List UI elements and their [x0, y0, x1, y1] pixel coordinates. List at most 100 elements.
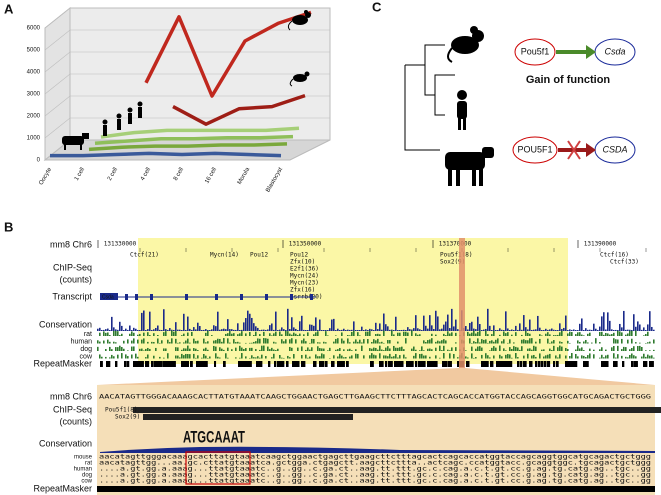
species-bar — [131, 340, 133, 344]
species-bar — [163, 332, 165, 336]
conservation-bar — [555, 330, 557, 331]
conservation-bar — [639, 324, 641, 331]
chip-track — [143, 414, 353, 420]
species-bar — [621, 338, 623, 344]
repeat-block — [247, 361, 252, 367]
species-bar — [585, 339, 587, 344]
conservation-bar — [641, 329, 643, 331]
species-bar — [283, 357, 285, 359]
species-bar — [559, 341, 561, 344]
conservation-bar — [125, 328, 127, 331]
conservation-bar — [99, 327, 101, 331]
species-bar — [387, 340, 389, 344]
conservation-bar — [395, 316, 397, 331]
species-bar — [241, 347, 243, 351]
species-bar — [353, 330, 355, 336]
conservation-bar — [225, 329, 227, 331]
conservation-bar — [149, 311, 151, 331]
species-bar — [307, 332, 309, 336]
species-bar — [193, 348, 195, 351]
conservation-bar — [275, 311, 277, 331]
species-bar — [413, 346, 415, 351]
species-bar — [219, 357, 221, 359]
conservation-bar — [161, 329, 163, 331]
species-bar — [315, 332, 317, 336]
species-bar — [535, 346, 537, 351]
conservation-bar — [371, 329, 373, 331]
species-bar — [393, 356, 395, 359]
species-bar — [495, 347, 497, 351]
species-bar — [179, 357, 181, 359]
sequence: AACATAGTTGGGACAAAGCACTTATGTAAATCAAGCTGGA… — [99, 394, 652, 401]
y-tick-label: 1000 — [27, 136, 41, 142]
alignment-row: ....a.gt.gg.a.aaag...ttatgtaaatc..g..gg.… — [99, 466, 652, 473]
repeat-block — [448, 361, 452, 367]
conservation-bar — [135, 328, 137, 331]
repeat-block — [499, 361, 504, 367]
series-line — [88, 142, 288, 152]
species-label: mouse — [74, 455, 93, 461]
species-bar — [611, 347, 613, 351]
conservation-bar — [401, 329, 403, 331]
conservation-bar — [341, 329, 343, 331]
conservation-bar — [223, 328, 225, 331]
species-bar — [141, 348, 143, 351]
chip-peak: Zfx(10) — [290, 259, 315, 266]
species-bar — [105, 332, 107, 336]
species-bar — [407, 332, 409, 336]
conservation-bar — [169, 328, 171, 331]
conservation-bar — [431, 325, 433, 331]
species-bar — [539, 334, 541, 336]
repeat-block — [433, 361, 438, 367]
species-bar — [399, 347, 401, 351]
species-bar — [525, 330, 527, 336]
species-bar — [121, 353, 123, 359]
species-bar — [619, 331, 621, 336]
species-bar — [501, 341, 503, 344]
conservation-bar — [251, 317, 253, 331]
conservation-bar — [525, 327, 527, 331]
conservation-bar — [133, 327, 135, 331]
repeat-block — [649, 361, 654, 367]
species-bar — [523, 339, 525, 344]
species-bar — [251, 342, 253, 344]
conservation-bar — [105, 329, 107, 331]
conservation-bar — [339, 329, 341, 331]
species-bar — [367, 339, 369, 344]
species-bar — [147, 341, 149, 344]
species-bar — [139, 333, 141, 336]
species-bar — [305, 354, 307, 359]
species-bar — [333, 341, 335, 344]
species-bar — [181, 335, 183, 336]
conservation-bar — [411, 329, 413, 331]
species-bar — [281, 334, 283, 336]
species-bar — [443, 353, 445, 359]
conservation-bar — [561, 329, 563, 331]
species-bar — [271, 347, 273, 351]
species-bar — [653, 349, 655, 351]
species-label: human — [74, 467, 92, 473]
species-bar — [599, 342, 601, 344]
conservation-bar — [255, 326, 257, 331]
species-bar — [267, 346, 269, 351]
species-bar — [575, 334, 577, 336]
conservation-bar — [345, 329, 347, 331]
species-bar — [347, 349, 349, 351]
species-bar — [305, 349, 307, 351]
conservation-bar — [651, 326, 653, 331]
conservation-bar — [631, 329, 633, 331]
species-bar — [583, 341, 585, 344]
species-bar — [187, 338, 189, 344]
species-bar — [653, 339, 655, 344]
species-bar — [605, 332, 607, 336]
species-bar — [251, 355, 253, 359]
species-bar — [375, 334, 377, 336]
species-bar — [119, 335, 121, 336]
species-bar — [329, 357, 331, 359]
conservation-bar — [621, 327, 623, 331]
species-bar — [617, 339, 619, 344]
species-bar — [259, 334, 261, 336]
conservation-bar — [103, 329, 105, 331]
species-bar — [131, 331, 133, 336]
species-bar — [495, 339, 497, 344]
